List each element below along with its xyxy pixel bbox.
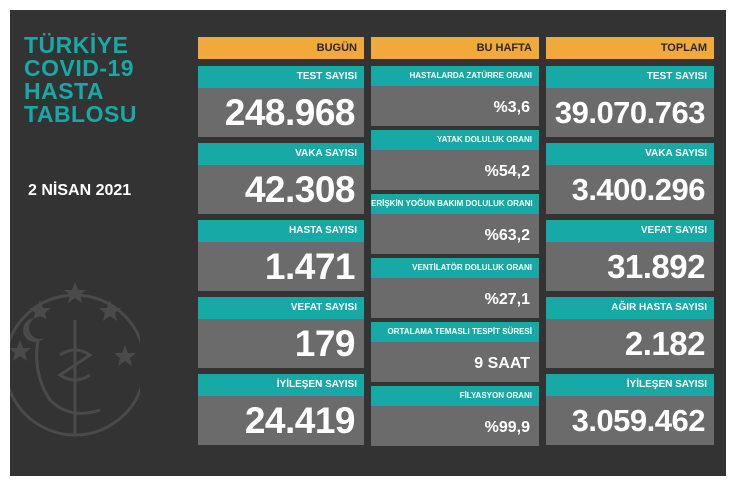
- title-line: TÜRKİYE: [24, 32, 129, 58]
- card-label: HASTALARDA ZATÜRRE ORANI: [371, 66, 539, 86]
- card-label: VAKA SAYISI: [546, 143, 714, 165]
- card-value: 31.892: [546, 242, 714, 291]
- week-bed-occupancy-card: YATAK DOLULUK ORANI %54,2: [371, 130, 539, 190]
- title-line: TABLOSU: [24, 101, 137, 127]
- today-case-card: VAKA SAYISI 42.308: [198, 143, 364, 214]
- card-value: 248.968: [198, 88, 364, 137]
- card-value: 3.400.296: [546, 165, 714, 214]
- card-value: 179: [198, 319, 364, 368]
- card-value: %54,2: [371, 150, 539, 190]
- card-label: VENTİLATÖR DOLULUK ORANI: [371, 258, 539, 278]
- covid-table-board: TÜRKİYE COVID-19 HASTA TABLOSU 2 NİSAN 2…: [10, 10, 726, 476]
- card-label: HASTA SAYISI: [198, 220, 364, 242]
- today-test-card: TEST SAYISI 248.968: [198, 66, 364, 137]
- card-value: %63,2: [371, 214, 539, 254]
- today-patient-card: HASTA SAYISI 1.471: [198, 220, 364, 291]
- week-icu-occupancy-card: ERİŞKİN YOĞUN BAKIM DOLULUK ORANI %63,2: [371, 194, 539, 254]
- total-recovered-card: İYİLEŞEN SAYISI 3.059.462: [546, 374, 714, 445]
- title-line: COVID-19: [24, 55, 135, 81]
- ministry-emblem-icon: [10, 282, 140, 437]
- card-value: 2.182: [546, 319, 714, 368]
- column-header-week: BU HAFTA: [371, 37, 539, 59]
- total-death-card: VEFAT SAYISI 31.892: [546, 220, 714, 291]
- total-test-card: TEST SAYISI 39.070.763: [546, 66, 714, 137]
- card-label: VEFAT SAYISI: [198, 297, 364, 319]
- column-header-total: TOPLAM: [546, 37, 714, 59]
- card-value: 24.419: [198, 396, 364, 445]
- card-value: 1.471: [198, 242, 364, 291]
- today-recovered-card: İYİLEŞEN SAYISI 24.419: [198, 374, 364, 445]
- today-death-card: VEFAT SAYISI 179: [198, 297, 364, 368]
- total-critical-card: AĞIR HASTA SAYISI 2.182: [546, 297, 714, 368]
- card-label: İYİLEŞEN SAYISI: [546, 374, 714, 396]
- card-label: ORTALAMA TEMASLI TESPİT SÜRESİ: [371, 322, 539, 342]
- card-label: İYİLEŞEN SAYISI: [198, 374, 364, 396]
- card-label: TEST SAYISI: [198, 66, 364, 88]
- card-label: TEST SAYISI: [546, 66, 714, 88]
- card-label: FİLYASYON ORANI: [371, 386, 539, 406]
- card-value: 39.070.763: [546, 88, 714, 137]
- card-value: %99,9: [371, 406, 539, 446]
- column-header-today: BUGÜN: [198, 37, 364, 59]
- week-contact-time-card: ORTALAMA TEMASLI TESPİT SÜRESİ 9 SAAT: [371, 322, 539, 382]
- page-title: TÜRKİYE COVID-19 HASTA TABLOSU: [24, 34, 137, 126]
- card-label: VEFAT SAYISI: [546, 220, 714, 242]
- title-line: HASTA: [24, 78, 105, 104]
- week-ventilator-card: VENTİLATÖR DOLULUK ORANI %27,1: [371, 258, 539, 318]
- week-filiation-card: FİLYASYON ORANI %99,9: [371, 386, 539, 446]
- card-value: %27,1: [371, 278, 539, 318]
- card-value: %3,6: [371, 86, 539, 126]
- card-value: 3.059.462: [546, 396, 714, 445]
- card-label: YATAK DOLULUK ORANI: [371, 130, 539, 150]
- week-pneumonia-card: HASTALARDA ZATÜRRE ORANI %3,6: [371, 66, 539, 126]
- card-label: VAKA SAYISI: [198, 143, 364, 165]
- total-case-card: VAKA SAYISI 3.400.296: [546, 143, 714, 214]
- card-label: AĞIR HASTA SAYISI: [546, 297, 714, 319]
- card-label: ERİŞKİN YOĞUN BAKIM DOLULUK ORANI: [371, 194, 539, 214]
- card-value: 42.308: [198, 165, 364, 214]
- card-value: 9 SAAT: [371, 342, 539, 382]
- report-date: 2 NİSAN 2021: [28, 182, 132, 199]
